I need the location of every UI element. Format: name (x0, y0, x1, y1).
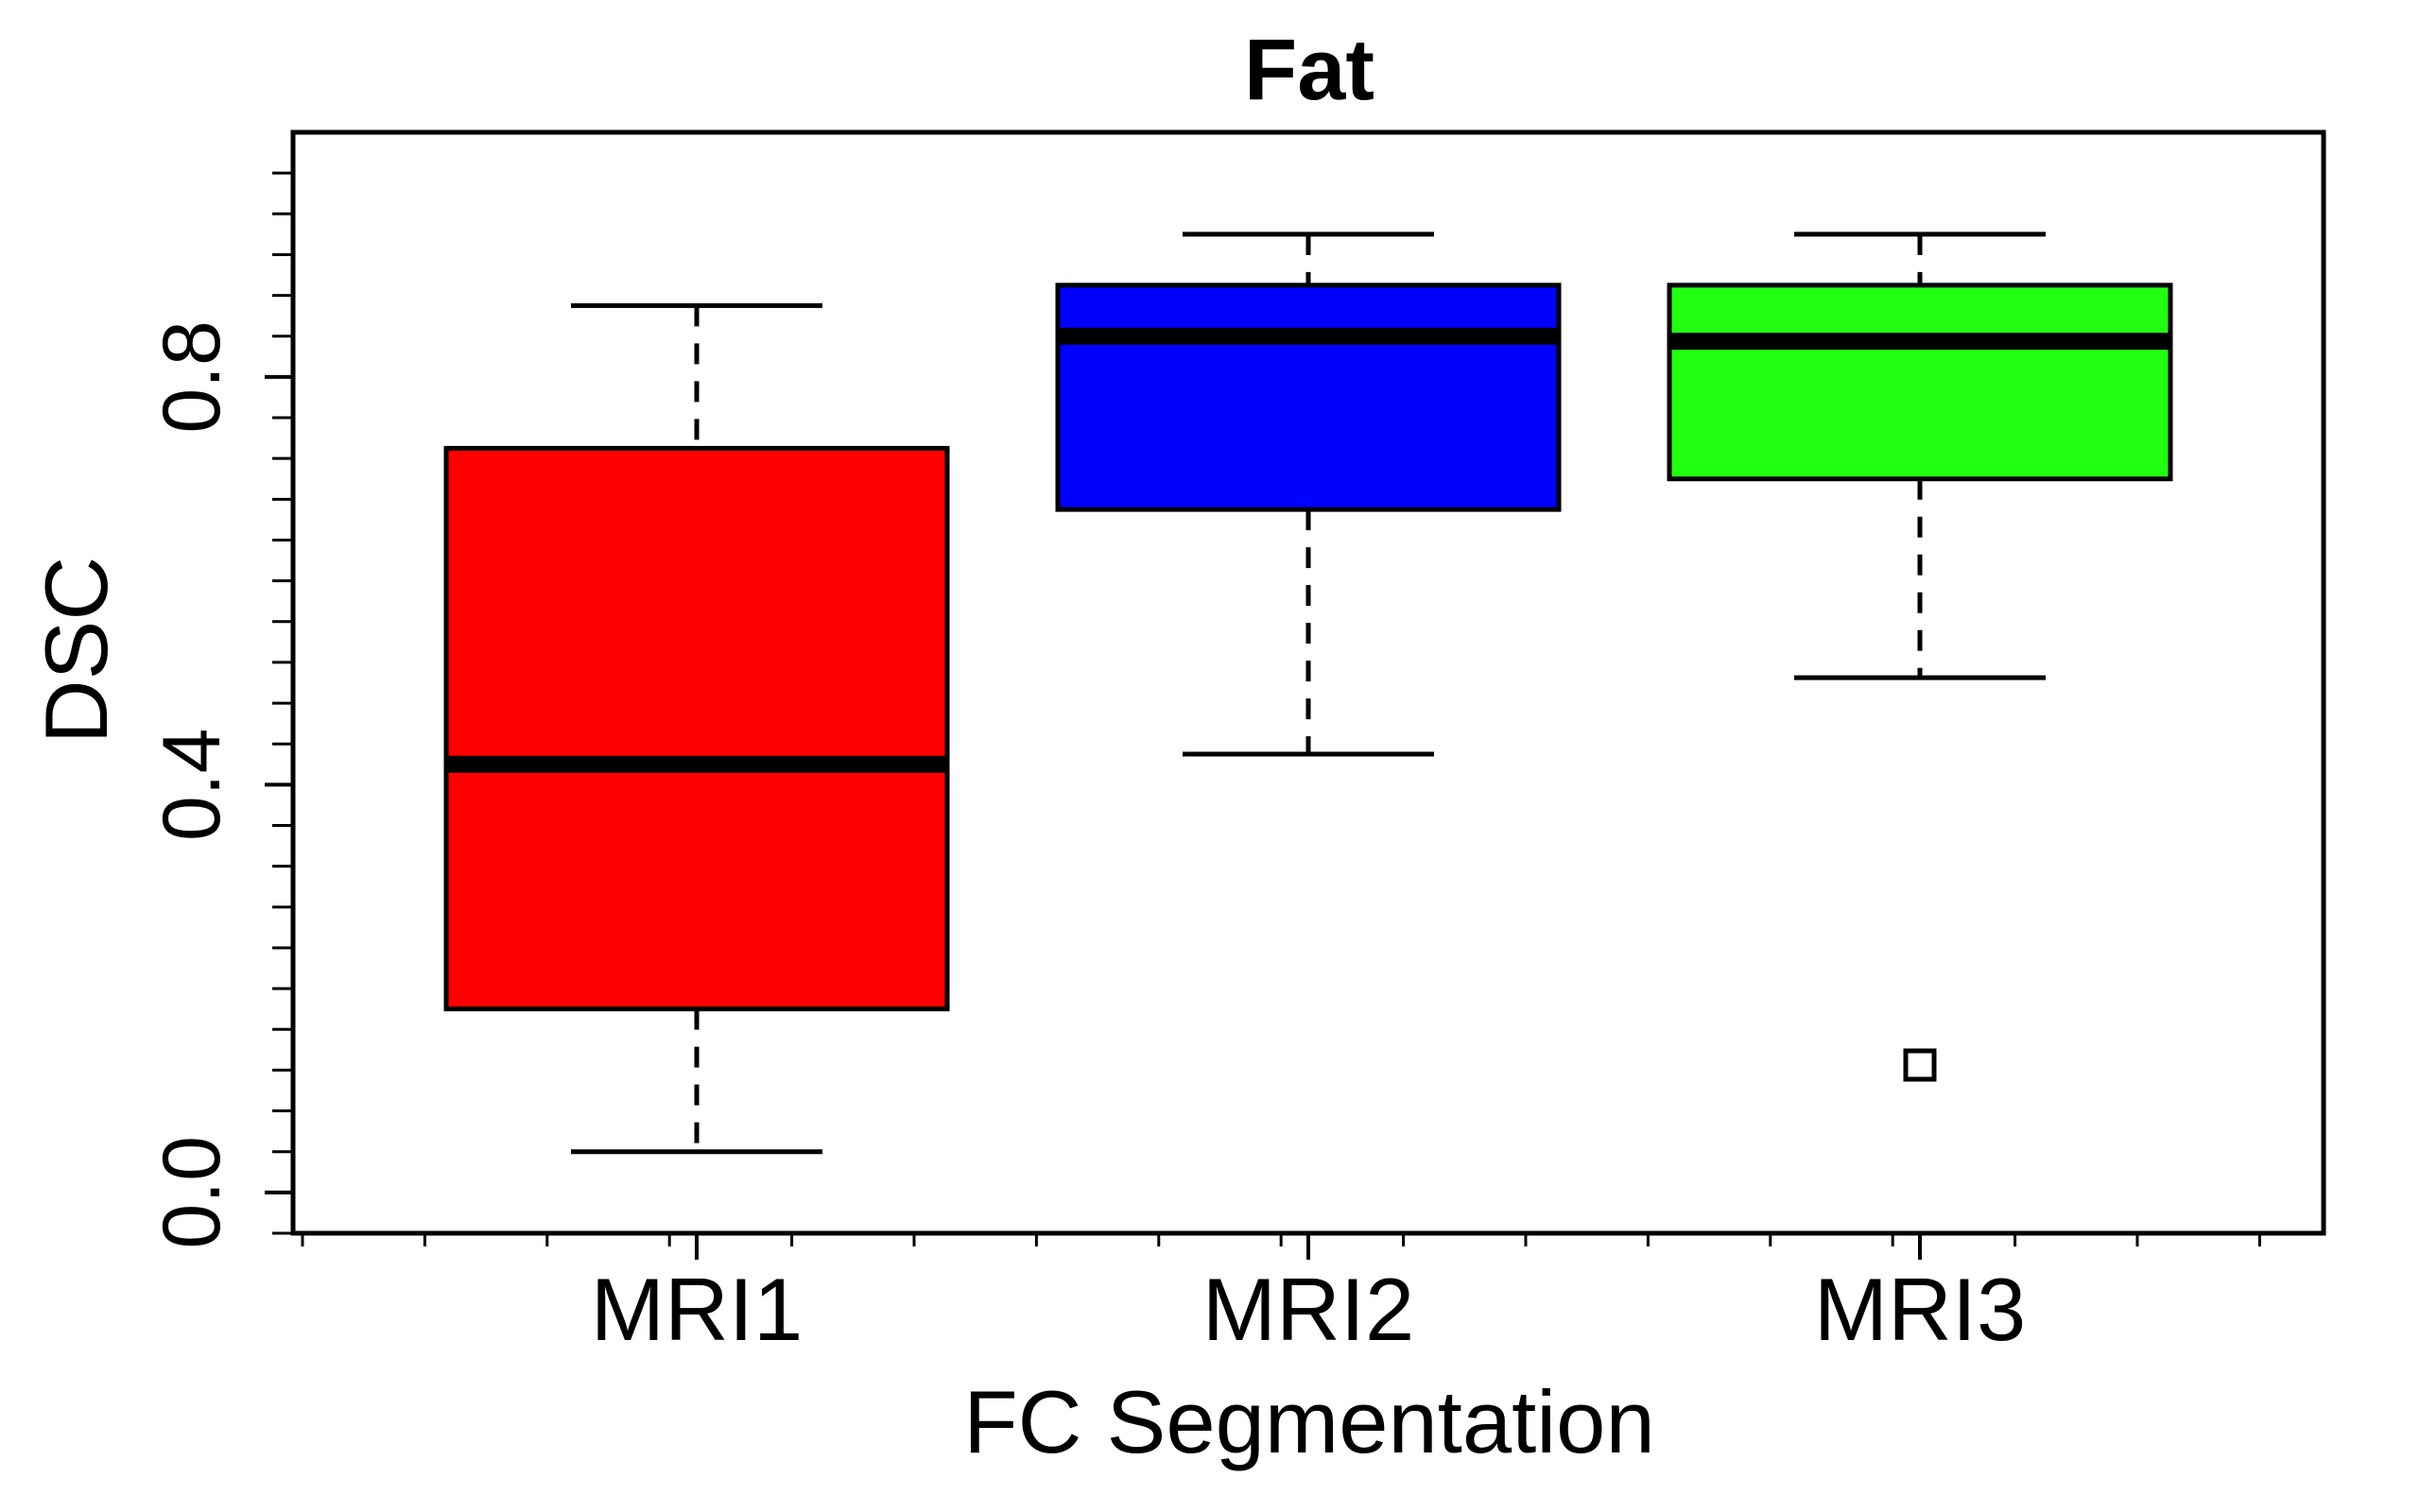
y-tick-label: 0.4 (147, 729, 237, 842)
x-axis: MRI1 MRI2 MRI3 (301, 1233, 2261, 1359)
iqr-box (443, 445, 950, 1012)
y-axis: 0.0 0.4 0.8 (147, 171, 293, 1249)
chart-title: Fat (1244, 22, 1374, 118)
box-mri1 (443, 302, 950, 1155)
plot-area (290, 129, 2326, 1236)
iqr-box (1667, 283, 2173, 482)
x-tick-label-mri1: MRI1 (591, 1260, 804, 1359)
y-tick-label: 0.8 (147, 320, 237, 434)
x-tick-label-mri2: MRI2 (1202, 1260, 1415, 1359)
outlier-point (1903, 1048, 1937, 1082)
y-tick-label: 0.0 (147, 1136, 237, 1249)
box-mri2 (1055, 232, 1562, 757)
y-axis-title: DSC (26, 557, 126, 744)
x-tick-label-mri3: MRI3 (1814, 1260, 2027, 1359)
iqr-box (1055, 283, 1562, 512)
x-axis-title: FC Segmentation (963, 1372, 1654, 1471)
box-mri3 (1667, 232, 2173, 1082)
